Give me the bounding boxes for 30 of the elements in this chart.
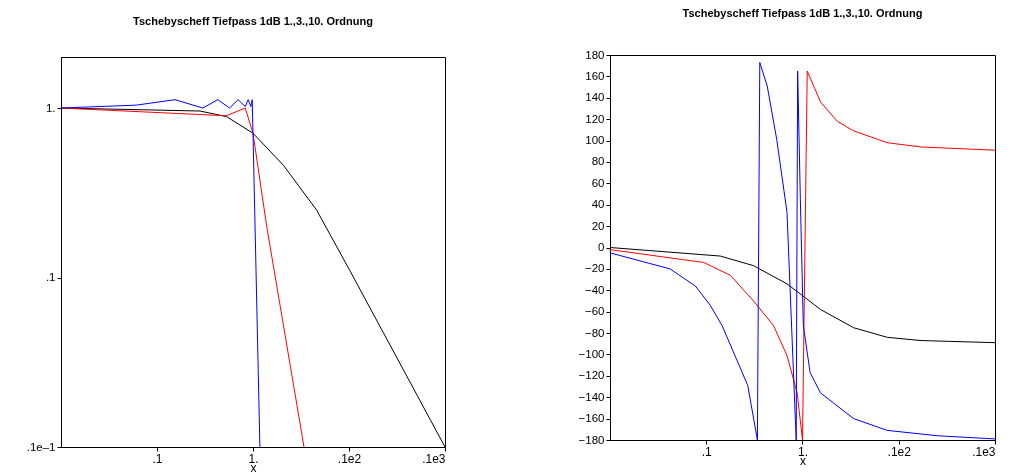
y-tick-label: −100: [578, 347, 605, 360]
y-tick-label: −180: [578, 433, 605, 446]
y-tick-label: 60: [591, 176, 605, 189]
y-tick-label: 140: [585, 91, 605, 104]
x-tick-label: .1e3: [422, 451, 446, 466]
y-tick-label: −80: [584, 326, 605, 339]
y-tick-label: 1.: [45, 101, 56, 114]
y-tick-label: 80: [591, 155, 605, 168]
y-tick-label: 160: [585, 69, 605, 82]
x-tick-label: .1e3: [972, 444, 996, 459]
y-tick-label: .1e–1: [26, 440, 56, 453]
x-tick-label: .1e2: [887, 444, 912, 459]
y-tick-label: 100: [585, 134, 605, 147]
y-tick-label: −160: [578, 412, 605, 425]
y-tick-label: −120: [578, 369, 605, 382]
y-tick-label: .1: [45, 271, 56, 284]
y-tick-label: 0: [598, 241, 605, 253]
y-tick-label: 40: [591, 198, 605, 211]
chart-title: Tschebyscheff Tiefpass 1dB 1.,3.,10. Ordnung: [682, 7, 923, 19]
y-tick-label: 180: [585, 48, 605, 61]
y-tick-label: −60: [584, 305, 605, 318]
y-tick-label: 20: [591, 219, 605, 232]
x-tick-label: .1: [152, 451, 163, 466]
x-tick-label: .1e2: [337, 451, 362, 466]
y-tick-label: 120: [585, 112, 605, 125]
chart-title: Tschebyscheff Tiefpass 1dB 1.,3.,10. Ordnung: [133, 15, 373, 27]
y-tick-label: −40: [584, 283, 605, 296]
y-tick-label: −20: [584, 262, 605, 275]
y-tick-label: −140: [578, 390, 605, 403]
x-tick-label: .1: [701, 444, 713, 459]
